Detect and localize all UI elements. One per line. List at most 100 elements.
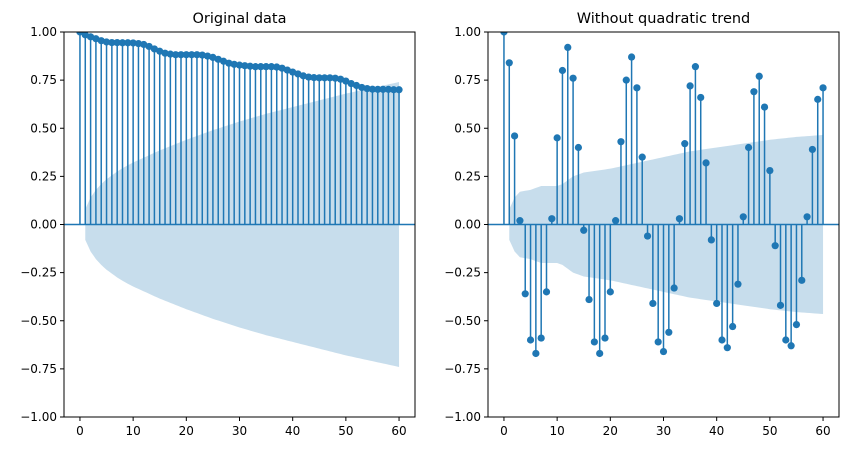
x-tick-label: 60 xyxy=(391,424,406,438)
acf-point xyxy=(670,284,678,292)
acf-point xyxy=(267,63,276,71)
x-tick-label: 0 xyxy=(500,424,508,438)
acf-point xyxy=(331,74,339,82)
y-tick-label: −1.00 xyxy=(20,410,57,424)
acf-point xyxy=(198,51,206,59)
acf-point xyxy=(553,134,561,142)
y-tick-label: −0.75 xyxy=(20,362,57,376)
acf-point xyxy=(569,74,577,82)
acf-point xyxy=(606,288,614,296)
acf-point xyxy=(691,63,700,71)
acf-point xyxy=(310,74,318,82)
x-tick-label: 40 xyxy=(285,424,300,438)
acf-point xyxy=(734,280,742,288)
acf-point xyxy=(622,76,630,84)
y-tick-label: −1.00 xyxy=(444,410,481,424)
acf-point xyxy=(713,299,721,308)
x-tick-label: 30 xyxy=(656,424,671,438)
plot-area xyxy=(488,32,839,358)
acf-point xyxy=(548,215,556,223)
acf-point xyxy=(532,349,540,358)
y-tick-label: 0.75 xyxy=(454,73,481,87)
y-tick-label: 0.00 xyxy=(30,218,57,232)
acf-point xyxy=(320,74,329,82)
acf-point xyxy=(113,38,121,47)
acf-point xyxy=(129,39,137,47)
acf-point xyxy=(675,215,684,223)
acf-point xyxy=(686,82,694,90)
x-tick-label: 50 xyxy=(762,424,777,438)
acf-point xyxy=(803,213,811,221)
acf-point xyxy=(808,145,817,154)
x-tick-label: 50 xyxy=(338,424,353,438)
y-tick-label: 0.75 xyxy=(30,73,57,87)
acf-point xyxy=(776,301,785,309)
y-tick-label: 0.50 xyxy=(454,121,481,135)
acf-point xyxy=(814,95,822,103)
acf-point xyxy=(792,321,801,329)
acf-point xyxy=(166,50,174,58)
acf-point xyxy=(782,336,790,344)
chart-panel-detrended: −1.00 −0.75 −0.50 −0.25 0.00 0.25 0.50 0.75 1.00… xyxy=(444,11,840,438)
acf-point xyxy=(590,338,598,346)
acf-point xyxy=(723,344,731,352)
y-tick-label: −0.25 xyxy=(20,266,57,280)
acf-point xyxy=(193,51,201,59)
acf-point xyxy=(601,334,609,342)
chart-panel-original: −1.00 −0.75 −0.50 −0.25 0.00 0.25 0.50 0.75 1.00… xyxy=(20,11,416,438)
acf-point xyxy=(177,51,185,59)
acf-point xyxy=(390,86,398,94)
acf-point xyxy=(368,85,377,93)
acf-point xyxy=(654,338,662,346)
acf-point xyxy=(230,60,238,68)
acf-point xyxy=(188,51,196,59)
acf-point xyxy=(257,63,265,71)
acf-point xyxy=(580,226,588,234)
acf-point xyxy=(108,38,116,47)
acf-point xyxy=(574,143,583,152)
acf-point xyxy=(500,32,508,36)
acf-point xyxy=(235,61,244,69)
y-tick-label: −0.50 xyxy=(20,314,57,328)
acf-point xyxy=(697,93,705,102)
acf-point xyxy=(596,349,604,358)
acf-point xyxy=(766,167,774,175)
acf-point xyxy=(246,62,254,70)
acf-point xyxy=(729,322,737,331)
acf-point xyxy=(612,217,620,225)
x-tick-label: 40 xyxy=(709,424,724,438)
acf-point xyxy=(182,51,190,59)
chart-title: Original data xyxy=(192,11,286,27)
acf-point xyxy=(633,84,641,92)
acf-point xyxy=(124,39,132,47)
y-tick-label: 0.25 xyxy=(454,169,481,183)
acf-point xyxy=(384,85,393,93)
acf-point xyxy=(617,138,625,146)
acf-point xyxy=(819,84,827,92)
acf-point xyxy=(374,85,382,93)
acf-point xyxy=(771,242,779,250)
acf-point xyxy=(505,59,513,67)
acf-point xyxy=(649,299,657,308)
x-tick-label: 60 xyxy=(815,424,830,438)
x-tick-label: 10 xyxy=(549,424,564,438)
acf-point xyxy=(681,140,689,148)
acf-point xyxy=(707,236,715,244)
x-tick-label: 20 xyxy=(179,424,194,438)
x-tick-label: 20 xyxy=(603,424,618,438)
acf-point xyxy=(262,63,270,71)
plot-area xyxy=(64,32,415,367)
acf-point xyxy=(526,336,535,344)
acf-point xyxy=(161,49,169,57)
acf-point xyxy=(134,39,143,48)
acf-point xyxy=(326,74,334,82)
acf-point xyxy=(537,334,545,342)
y-tick-label: 1.00 xyxy=(454,25,481,39)
acf-point xyxy=(516,217,524,225)
acf-point xyxy=(718,336,726,344)
acf-point xyxy=(510,132,519,140)
acf-point xyxy=(251,63,260,71)
acf-point xyxy=(643,232,652,240)
acf-point xyxy=(305,73,313,81)
acf-point xyxy=(585,295,593,304)
